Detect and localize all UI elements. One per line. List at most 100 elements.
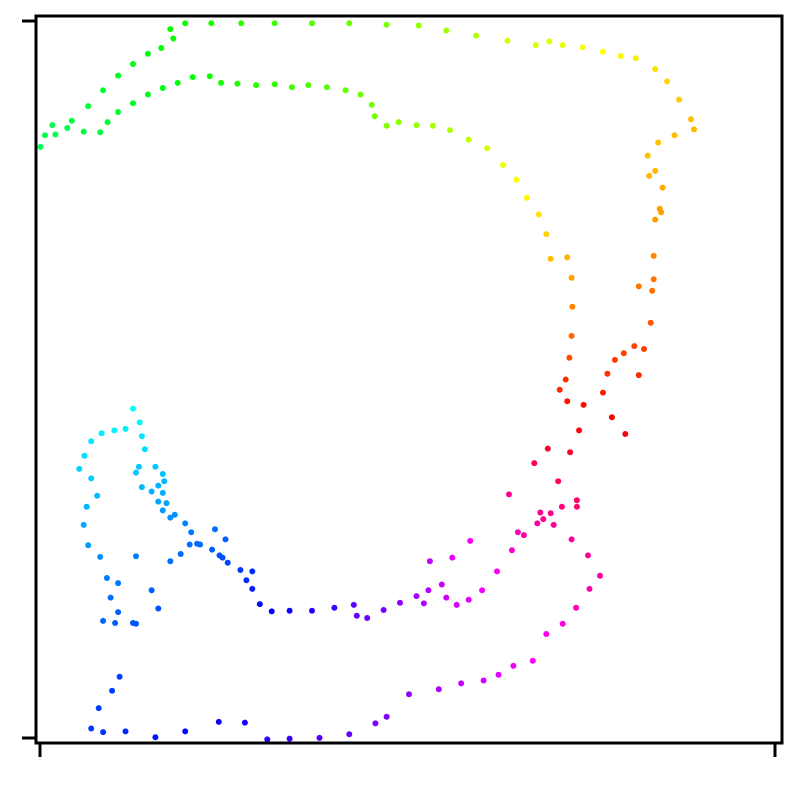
data-point [286, 735, 293, 742]
data-point [243, 577, 250, 584]
data-point [535, 211, 542, 218]
data-point [635, 283, 642, 290]
data-point [116, 673, 123, 680]
data-point [532, 42, 539, 49]
data-point [647, 319, 654, 326]
data-point [364, 615, 371, 621]
data-point [504, 37, 511, 44]
data-point [573, 503, 580, 510]
data-point [115, 72, 122, 79]
data-point [664, 78, 671, 85]
data-point [64, 125, 71, 131]
data-point [130, 100, 136, 107]
data-point [566, 354, 573, 361]
data-point [649, 287, 656, 294]
data-point [107, 594, 114, 601]
data-point [249, 585, 256, 592]
data-point [585, 552, 591, 559]
data-point [568, 536, 575, 543]
data-point [534, 520, 541, 527]
data-point [380, 607, 387, 613]
data-point [159, 85, 166, 91]
data-point [305, 82, 312, 89]
data-point [100, 87, 107, 94]
data-point [152, 463, 159, 470]
data-point [80, 521, 87, 528]
data-point [80, 128, 87, 135]
data-point [458, 680, 465, 687]
data-point [573, 604, 580, 611]
data-point [438, 581, 445, 588]
data-point [189, 74, 196, 81]
data-point [529, 657, 536, 664]
data-point [465, 136, 472, 143]
data-point [170, 35, 177, 42]
data-point [95, 705, 102, 712]
data-point [144, 50, 151, 57]
data-point [238, 20, 245, 27]
data-point [658, 209, 665, 216]
data-point [447, 127, 453, 134]
data-point [68, 117, 75, 124]
data-point [331, 604, 338, 611]
plot-background [36, 16, 782, 743]
data-point [138, 433, 145, 440]
data-point [371, 113, 378, 120]
data-point [133, 620, 139, 627]
data-point [353, 612, 360, 619]
data-point [508, 547, 515, 554]
data-point [155, 498, 162, 505]
data-point [309, 20, 315, 27]
data-point [100, 617, 107, 624]
data-point [650, 252, 657, 259]
data-point [676, 96, 683, 103]
data-point [288, 84, 295, 91]
data-point [83, 503, 90, 510]
data-point [133, 469, 139, 476]
data-point [167, 514, 174, 521]
data-point [543, 631, 550, 637]
data-point [652, 216, 659, 223]
data-point [161, 478, 168, 485]
data-point [453, 601, 460, 608]
data-point [543, 231, 550, 238]
data-point [420, 600, 427, 607]
data-point [691, 126, 697, 133]
data-point [426, 558, 433, 565]
data-point [152, 734, 159, 741]
data-point [586, 585, 593, 592]
data-point [547, 510, 554, 517]
data-point [138, 484, 145, 491]
data-point [650, 276, 657, 283]
data-point [76, 465, 83, 472]
data-point [494, 568, 500, 575]
data-point [576, 427, 583, 434]
data-point [544, 445, 551, 452]
data-point [167, 558, 174, 565]
data-point [155, 482, 162, 489]
data-point [208, 20, 215, 27]
data-point [510, 662, 517, 669]
data-point [52, 131, 59, 138]
data-points [37, 20, 697, 743]
data-point [406, 691, 412, 698]
data-point [163, 500, 170, 507]
data-point [309, 607, 315, 614]
data-point [256, 601, 263, 608]
data-point [346, 20, 353, 27]
data-point [219, 554, 226, 561]
data-point [350, 601, 357, 608]
data-point [659, 184, 666, 191]
data-point [158, 45, 165, 51]
data-point [597, 572, 603, 579]
data-point [141, 446, 148, 453]
data-point [112, 620, 119, 626]
data-point [622, 431, 629, 437]
data-point [500, 162, 506, 168]
plot-frame [34, 14, 784, 745]
data-point [177, 551, 184, 557]
data-point [523, 194, 530, 201]
data-point [88, 725, 95, 732]
data-point [159, 507, 166, 514]
